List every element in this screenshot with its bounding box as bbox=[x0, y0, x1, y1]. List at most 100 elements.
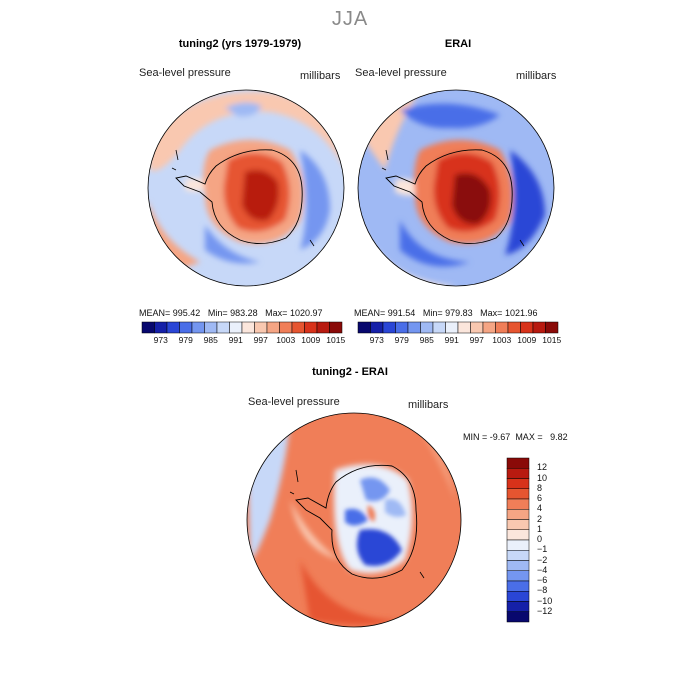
panel-diff-variable: Sea-level pressure bbox=[248, 396, 340, 408]
colorbar-swatch bbox=[395, 321, 409, 334]
colorbar-swatch bbox=[357, 321, 371, 334]
map-model-coastline bbox=[175, 149, 303, 244]
panel-diff-title: tuning2 - ERAI bbox=[312, 366, 388, 378]
colorbar-tick-label: 1009 bbox=[301, 335, 321, 345]
map-erai-low-southwest bbox=[400, 220, 470, 267]
map-model-low-southwest bbox=[205, 225, 260, 264]
colorbar-swatch bbox=[506, 570, 530, 582]
panel-erai-stats: MEAN= 991.54 Min= 979.83 Max= 1021.96 bbox=[354, 308, 537, 318]
colorbar-tick-label: −10 bbox=[537, 595, 553, 606]
colorbar-tick-label: 1 bbox=[537, 523, 543, 534]
stat-label: MEAN= bbox=[354, 308, 386, 318]
map-diff-low-a bbox=[360, 477, 390, 502]
panel-erai-title: ERAI bbox=[444, 38, 472, 50]
colorbar-swatch bbox=[141, 321, 155, 334]
colorbar-tick-label: 979 bbox=[178, 335, 193, 345]
stat-label: Min= bbox=[422, 308, 443, 318]
colorbar-swatch bbox=[506, 580, 530, 592]
stat-value: 1021.96 bbox=[504, 308, 538, 318]
colorbar-swatch bbox=[506, 478, 530, 489]
colorbar-tick-label: 985 bbox=[203, 335, 218, 345]
colorbar-swatch bbox=[506, 591, 530, 602]
colorbar-tick-label: 1015 bbox=[326, 335, 346, 345]
panel-model-title: tuning2 (yrs 1979-1979) bbox=[178, 38, 302, 50]
colorbar-swatch bbox=[457, 321, 471, 334]
colorbar-tick-label: −4 bbox=[537, 564, 548, 575]
colorbar-swatch bbox=[254, 321, 268, 334]
map-erai-border bbox=[357, 89, 555, 287]
colorbar-swatch bbox=[506, 611, 530, 623]
colorbar-swatch bbox=[304, 321, 318, 334]
colorbar-swatch bbox=[482, 321, 496, 334]
stat-value: 979.83 bbox=[445, 308, 473, 318]
map-model-border bbox=[147, 89, 345, 287]
colorbar-swatch bbox=[506, 498, 530, 510]
stat-label: MIN = bbox=[463, 432, 488, 442]
colorbar-swatch bbox=[506, 509, 530, 520]
colorbar-swatch bbox=[316, 321, 330, 334]
colorbar-tick-label: 0 bbox=[537, 534, 543, 544]
stat-value: -9.67 bbox=[489, 432, 511, 442]
stat-value: 9.82 bbox=[550, 432, 568, 442]
colorbar-swatch bbox=[191, 321, 205, 334]
colorbar-tick-label: 4 bbox=[537, 503, 543, 514]
colorbar-swatch bbox=[506, 560, 530, 571]
colorbar-swatch bbox=[432, 321, 446, 334]
colorbar-swatch bbox=[407, 321, 421, 334]
colorbar-tick-label: 1015 bbox=[542, 335, 562, 345]
colorbar-swatch bbox=[506, 529, 530, 541]
map-model-islands bbox=[171, 149, 315, 247]
colorbar-swatch bbox=[166, 321, 180, 334]
colorbar-tick-label: 2 bbox=[537, 513, 543, 524]
map-erai-low-east bbox=[505, 150, 545, 255]
panel-model-units: millibars bbox=[300, 70, 341, 82]
colorbar-tick-label: 997 bbox=[253, 335, 268, 345]
colorbar-tick-label: 985 bbox=[419, 335, 434, 345]
stat-label: MAX = bbox=[515, 432, 543, 442]
stat-label: Min= bbox=[207, 308, 228, 318]
colorbar-swatch bbox=[179, 321, 193, 334]
map-erai-low-north bbox=[400, 103, 500, 129]
colorbar-swatch bbox=[470, 321, 484, 334]
colorbar-swatch bbox=[420, 321, 434, 334]
map-model-low-east bbox=[300, 150, 330, 250]
colorbar-tick-label: −1 bbox=[537, 544, 548, 555]
stat-label: Max= bbox=[265, 308, 288, 318]
colorbar-swatch bbox=[506, 601, 530, 612]
colorbar-swatch bbox=[154, 321, 168, 334]
colorbar-tick-label: 12 bbox=[537, 462, 548, 473]
map-erai bbox=[358, 90, 554, 286]
colorbar-swatch bbox=[545, 321, 559, 334]
colorbar-swatch bbox=[229, 321, 243, 334]
season-title: JJA bbox=[331, 8, 369, 30]
colorbar-swatch bbox=[382, 321, 396, 334]
colorbar-swatch bbox=[506, 468, 530, 479]
colorbar-swatch bbox=[506, 539, 530, 551]
colorbar-swatch bbox=[204, 321, 218, 334]
colorbar-tick-label: 973 bbox=[369, 335, 384, 345]
colorbar-model bbox=[141, 321, 343, 334]
map-model-high-north bbox=[148, 91, 344, 171]
colorbar-tick-label: 8 bbox=[537, 482, 543, 493]
colorbar-tick-label: −2 bbox=[537, 554, 548, 565]
colorbar-swatch bbox=[241, 321, 255, 334]
colorbar-swatch bbox=[266, 321, 280, 334]
colorbar-tick-label: 10 bbox=[537, 472, 548, 483]
colorbar-swatch bbox=[506, 519, 530, 530]
colorbar-swatch bbox=[370, 321, 384, 334]
panel-model-stats: MEAN= 995.42 Min= 983.28 Max= 1020.97 bbox=[139, 308, 322, 318]
colorbar-tick-label: −8 bbox=[537, 585, 548, 596]
stat-label: MEAN= bbox=[139, 308, 171, 318]
panel-erai-units: millibars bbox=[516, 70, 557, 82]
map-diff-low-b bbox=[345, 508, 368, 526]
colorbar-tick-label: −6 bbox=[537, 575, 548, 585]
colorbar-swatch bbox=[506, 550, 530, 561]
map-diff-low-c bbox=[356, 529, 402, 566]
colorbar-tick-label: 991 bbox=[444, 335, 459, 345]
colorbar-swatch bbox=[279, 321, 293, 334]
panel-diff-stats: MIN = -9.67 MAX = 9.82 bbox=[463, 432, 568, 442]
map-diff bbox=[247, 413, 461, 627]
map-erai-coastline bbox=[385, 149, 513, 244]
map-model-low-north bbox=[225, 102, 262, 117]
colorbar-tick-label: 1003 bbox=[276, 335, 296, 345]
